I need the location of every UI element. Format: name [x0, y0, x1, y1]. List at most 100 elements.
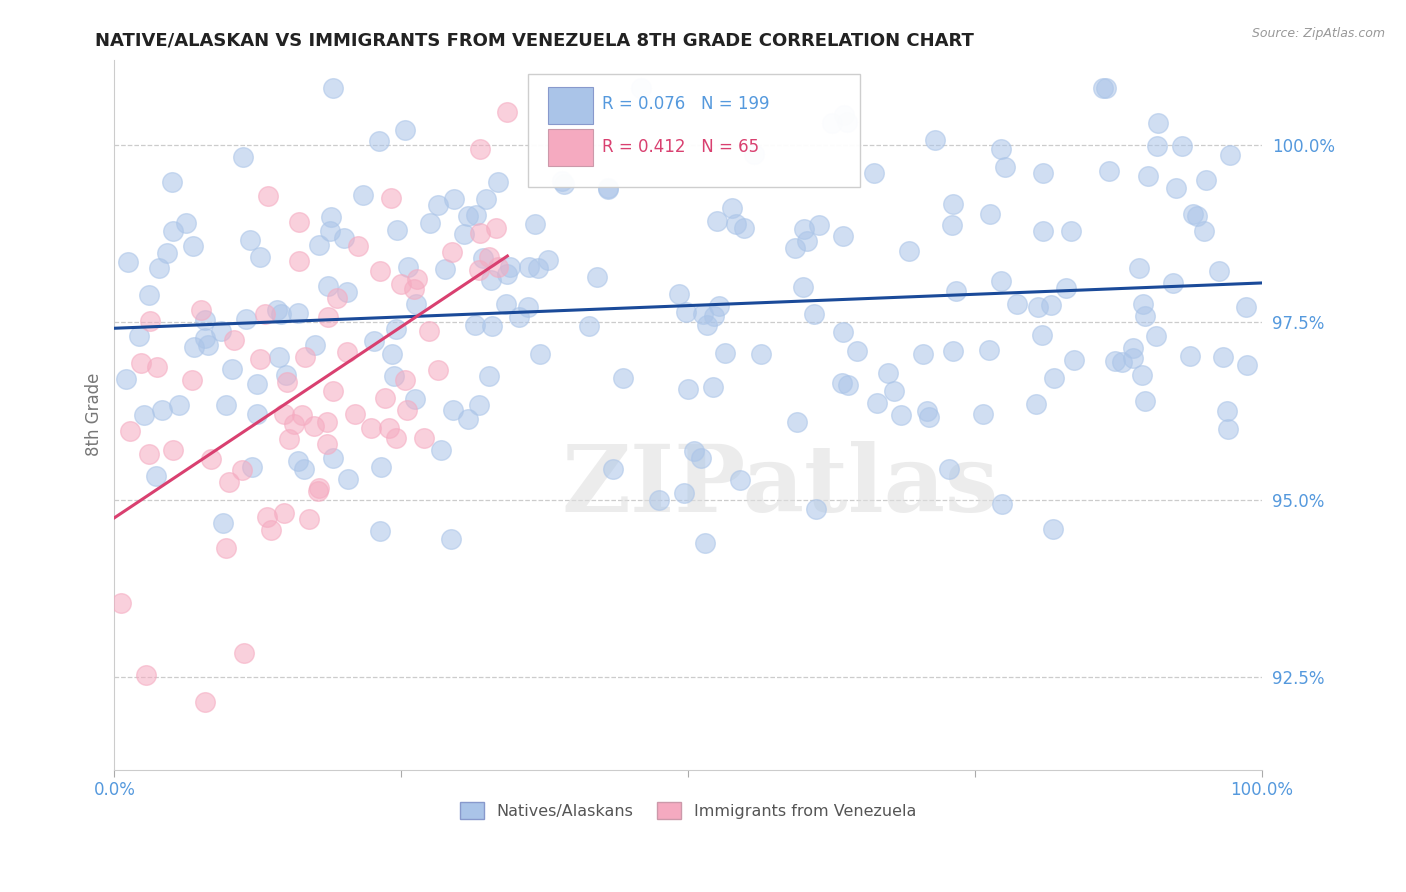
Point	[1146, 328, 1168, 343]
Point	[273, 408, 295, 422]
Point	[1122, 341, 1144, 355]
Point	[917, 404, 939, 418]
Point	[1060, 224, 1083, 238]
Point	[470, 226, 492, 240]
Point	[862, 166, 884, 180]
Point	[1122, 351, 1144, 366]
Point	[308, 481, 330, 495]
Point	[380, 347, 402, 361]
FancyBboxPatch shape	[548, 129, 593, 166]
Point	[221, 362, 243, 376]
Point	[440, 533, 463, 547]
Point	[292, 462, 315, 476]
Point	[1164, 180, 1187, 194]
Point	[1092, 81, 1115, 95]
Text: NATIVE/ALASKAN VS IMMIGRANTS FROM VENEZUELA 8TH GRADE CORRELATION CHART: NATIVE/ALASKAN VS IMMIGRANTS FROM VENEZU…	[94, 31, 974, 49]
Point	[162, 223, 184, 237]
Point	[117, 255, 139, 269]
Point	[336, 285, 359, 300]
Point	[832, 108, 855, 122]
Point	[110, 596, 132, 610]
Point	[180, 373, 202, 387]
Point	[176, 216, 198, 230]
Point	[803, 307, 825, 321]
Point	[876, 366, 898, 380]
Point	[1005, 297, 1028, 311]
Point	[183, 340, 205, 354]
Point	[1032, 224, 1054, 238]
Point	[689, 450, 711, 465]
Point	[486, 175, 509, 189]
Point	[128, 329, 150, 343]
Point	[1216, 403, 1239, 417]
Point	[352, 188, 374, 202]
Point	[440, 245, 463, 260]
Point	[190, 302, 212, 317]
Point	[1098, 164, 1121, 178]
Point	[1128, 260, 1150, 275]
Point	[232, 150, 254, 164]
Point	[1031, 327, 1053, 342]
Point	[322, 81, 344, 95]
Point	[288, 215, 311, 229]
Point	[1104, 354, 1126, 368]
Point	[1195, 173, 1218, 187]
Point	[347, 238, 370, 252]
Point	[481, 318, 503, 333]
Point	[434, 262, 457, 277]
Point	[197, 337, 219, 351]
Point	[478, 369, 501, 384]
Point	[427, 363, 450, 377]
Point	[478, 250, 501, 264]
Point	[337, 473, 360, 487]
Point	[724, 217, 747, 231]
Point	[1063, 353, 1085, 368]
Point	[1236, 358, 1258, 372]
Point	[1185, 209, 1208, 223]
Point	[1130, 368, 1153, 383]
Point	[883, 384, 905, 399]
Point	[443, 192, 465, 206]
Point	[516, 300, 538, 314]
Point	[464, 318, 486, 333]
Point	[384, 431, 406, 445]
Point	[1056, 281, 1078, 295]
Point	[239, 233, 262, 247]
Point	[406, 272, 429, 286]
Point	[380, 191, 402, 205]
Point	[321, 211, 343, 225]
Point	[218, 475, 240, 489]
Point	[307, 484, 329, 499]
Point	[675, 305, 697, 319]
Point	[551, 174, 574, 188]
Point	[194, 313, 217, 327]
Point	[322, 450, 344, 465]
Point	[1111, 355, 1133, 369]
Point	[793, 222, 815, 236]
Point	[714, 346, 737, 360]
Point	[527, 261, 550, 276]
Point	[395, 403, 418, 417]
Point	[508, 310, 530, 324]
Point	[668, 287, 690, 301]
Point	[831, 376, 853, 391]
Point	[266, 303, 288, 318]
Text: R = 0.412   N = 65: R = 0.412 N = 65	[602, 137, 759, 156]
Point	[578, 319, 600, 334]
Point	[200, 452, 222, 467]
Point	[941, 218, 963, 232]
Legend: Natives/Alaskans, Immigrants from Venezuela: Natives/Alaskans, Immigrants from Venezu…	[454, 796, 922, 826]
FancyBboxPatch shape	[548, 87, 593, 123]
Point	[990, 274, 1012, 288]
Point	[413, 431, 436, 445]
Point	[693, 536, 716, 550]
Point	[129, 356, 152, 370]
Point	[316, 310, 339, 324]
Point	[316, 416, 339, 430]
Point	[1094, 81, 1116, 95]
Point	[1025, 397, 1047, 411]
Point	[115, 372, 138, 386]
Point	[138, 446, 160, 460]
Point	[475, 192, 498, 206]
Point	[288, 253, 311, 268]
